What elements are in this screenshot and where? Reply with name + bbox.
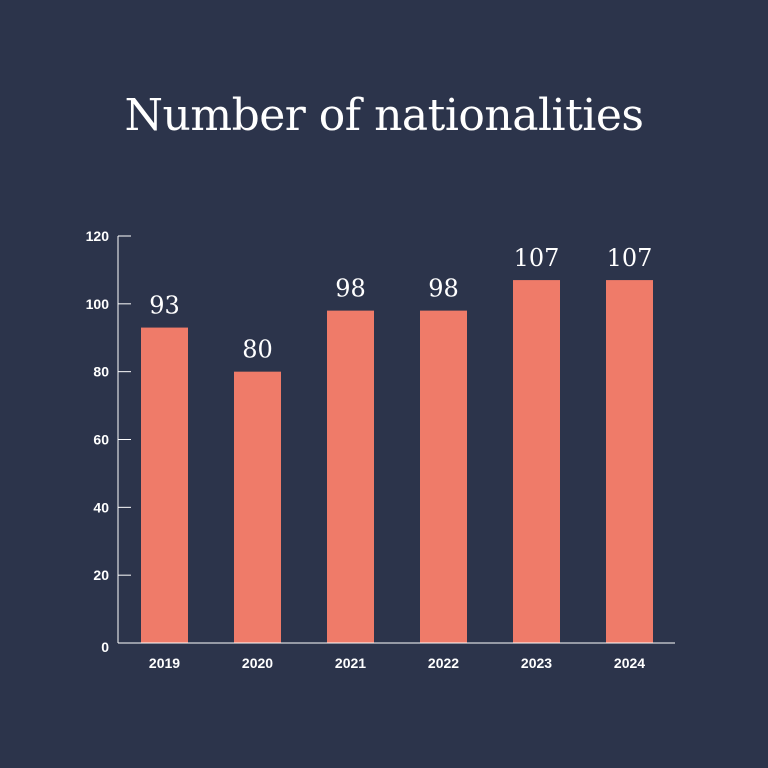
y-tick-label-120: 120 [86, 228, 110, 244]
y-tick-label-100: 100 [86, 296, 110, 312]
x-tick-label-2023: 2023 [521, 655, 552, 671]
bar-2020 [234, 371, 281, 643]
y-tick-label-0: 0 [101, 639, 109, 655]
y-tick-label-40: 40 [93, 499, 109, 515]
bar-2021 [327, 310, 374, 643]
x-tick-label-2022: 2022 [428, 655, 459, 671]
bar-2024 [606, 280, 653, 643]
x-tick-label-2019: 2019 [149, 655, 180, 671]
data-label-2020: 80 [242, 336, 273, 364]
x-tick-label-2024: 2024 [614, 655, 645, 671]
data-label-2022: 98 [428, 275, 459, 303]
chart-title: Number of nationalities [124, 90, 644, 141]
bar-2022 [420, 310, 467, 643]
bar-2019 [141, 327, 188, 643]
y-tick-label-20: 20 [93, 567, 109, 583]
data-label-2019: 93 [149, 292, 180, 320]
x-tick-label-2020: 2020 [242, 655, 273, 671]
data-label-2023: 107 [514, 244, 560, 272]
bar-2023 [513, 280, 560, 643]
x-tick-label-2021: 2021 [335, 655, 366, 671]
y-tick-label-80: 80 [93, 364, 109, 380]
data-label-2021: 98 [335, 275, 366, 303]
data-label-2024: 107 [607, 244, 653, 272]
y-tick-label-60: 60 [93, 432, 109, 448]
